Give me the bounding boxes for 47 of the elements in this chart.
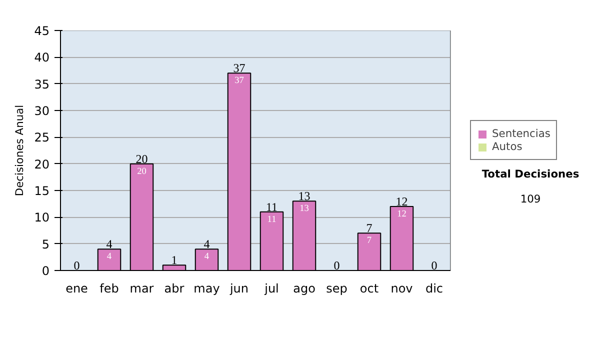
x-tick-label: oct <box>360 282 379 296</box>
total-label: 0 <box>74 258 80 272</box>
x-tick-label: feb <box>100 282 119 296</box>
total-label: 12 <box>396 194 408 208</box>
x-tick-label: ago <box>293 282 316 296</box>
y-tick-label: 15 <box>34 184 50 198</box>
total-label: 0 <box>334 258 340 272</box>
data-label: 4 <box>204 252 210 262</box>
y-tick-label: 35 <box>34 77 50 92</box>
x-tick-label: jun <box>228 282 249 296</box>
total-label: 0 <box>431 258 438 272</box>
x-tick-label: nov <box>390 282 413 296</box>
y-tick-label: 10 <box>34 210 50 225</box>
data-label: 12 <box>397 210 407 220</box>
data-label: 4 <box>106 252 112 262</box>
data-label: 20 <box>137 166 147 177</box>
text: Total Decisiones <box>482 168 580 180</box>
total-label: 1 <box>171 253 178 268</box>
total-label: 7 <box>366 221 372 236</box>
legend-label: Autos <box>492 140 522 153</box>
total-label: 13 <box>298 189 310 204</box>
x-tick-label: may <box>194 282 220 296</box>
y-tick-label: 5 <box>42 237 50 252</box>
x-tick-label: abr <box>164 282 184 296</box>
y-tick-label: 45 <box>34 24 50 38</box>
y-tick-label: 20 <box>34 157 50 172</box>
data-label: 7 <box>366 236 372 246</box>
x-tick-label: dic <box>425 282 444 296</box>
x-tick-label: ene <box>66 282 88 296</box>
data-label: 11 <box>267 214 277 225</box>
total-label: 4 <box>106 237 112 252</box>
legend-label: Sentencias <box>492 127 550 140</box>
x-tick-label: jul <box>264 282 279 296</box>
total-label: 37 <box>233 61 246 76</box>
y-tick-label: 30 <box>34 104 50 118</box>
y-tick-label: 25 <box>34 130 50 145</box>
x-tick-label: mar <box>130 282 154 296</box>
text: 109 <box>520 192 541 206</box>
y-tick-label: 40 <box>34 50 50 65</box>
data-label: 13 <box>300 204 310 214</box>
total-label: 20 <box>136 152 148 166</box>
total-label: 4 <box>204 237 210 252</box>
total-label: 11 <box>266 200 278 214</box>
y-tick-label: 0 <box>42 264 50 278</box>
data-label: 37 <box>234 76 244 86</box>
y-axis-title: Decisiones Anual <box>13 104 26 196</box>
x-tick-label: sep <box>326 282 348 296</box>
